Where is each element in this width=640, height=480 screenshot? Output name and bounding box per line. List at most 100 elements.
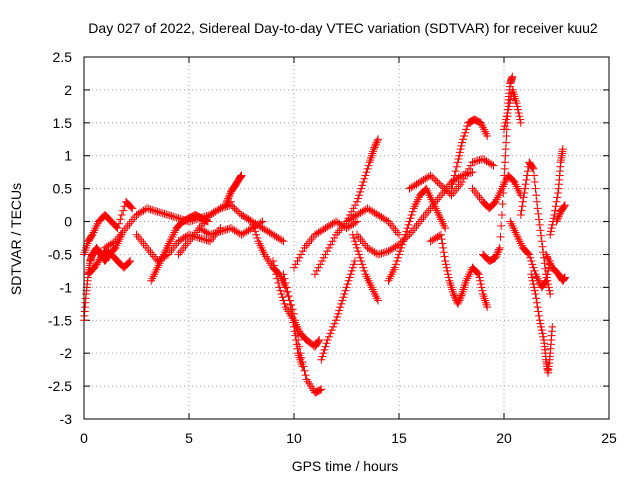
data-point — [183, 239, 192, 248]
data-point — [350, 237, 359, 246]
data-point — [256, 218, 265, 227]
data-point — [448, 180, 457, 189]
data-point — [473, 191, 482, 200]
data-point — [409, 226, 417, 235]
data-point — [293, 257, 302, 266]
data-point — [529, 263, 538, 272]
data-point — [317, 385, 326, 394]
data-point — [290, 263, 298, 272]
x-tick-label: 5 — [185, 430, 193, 446]
data-point — [468, 158, 477, 167]
series-sat-track-16 — [342, 135, 382, 226]
data-point — [544, 280, 553, 289]
data-point — [388, 221, 396, 230]
data-point — [532, 191, 541, 200]
y-tick-label: 2 — [64, 82, 72, 98]
data-point — [452, 162, 461, 171]
data-point — [356, 187, 365, 196]
data-point — [132, 230, 141, 239]
data-point — [146, 248, 155, 257]
data-point — [456, 145, 465, 154]
data-point — [438, 239, 447, 248]
data-point — [396, 247, 405, 256]
data-point — [480, 294, 489, 303]
data-point — [548, 220, 557, 229]
data-point — [493, 248, 502, 257]
series-sat-track-15 — [317, 257, 359, 364]
data-point — [373, 136, 382, 145]
series-sat-track-12 — [279, 270, 307, 371]
data-point — [451, 167, 460, 176]
data-point — [358, 181, 367, 190]
data-point — [318, 352, 327, 361]
data-point — [494, 247, 503, 256]
data-point — [533, 204, 542, 213]
data-point — [525, 250, 534, 259]
data-point — [458, 138, 466, 147]
data-point — [513, 102, 522, 111]
data-point — [237, 171, 246, 180]
data-point — [528, 260, 537, 269]
data-point — [360, 239, 368, 248]
data-point — [381, 248, 389, 257]
data-point — [368, 149, 377, 158]
data-point — [431, 176, 440, 185]
data-point — [496, 232, 505, 241]
data-point — [128, 204, 137, 213]
data-point — [288, 314, 297, 323]
data-point — [276, 286, 285, 295]
data-point — [433, 178, 442, 187]
data-point — [449, 289, 458, 298]
data-point — [349, 204, 358, 213]
data-point — [278, 293, 287, 302]
data-point — [314, 337, 323, 346]
data-point — [552, 197, 561, 206]
data-point — [448, 285, 457, 294]
data-point — [558, 145, 567, 154]
data-point — [137, 237, 146, 246]
data-point — [220, 226, 228, 235]
data-point — [454, 298, 463, 307]
data-point — [460, 283, 469, 292]
data-point — [307, 235, 316, 244]
data-point — [391, 260, 400, 269]
data-point — [439, 243, 448, 252]
data-point — [530, 171, 539, 180]
data-point — [406, 214, 415, 223]
data-point — [176, 248, 185, 257]
data-point — [393, 228, 402, 237]
data-point — [399, 237, 408, 246]
data-point — [444, 270, 452, 279]
data-point — [414, 219, 423, 228]
data-point — [474, 270, 483, 279]
data-point — [179, 243, 188, 252]
data-point — [529, 280, 538, 289]
data-point — [450, 171, 459, 180]
data-point — [472, 157, 480, 166]
data-point — [535, 311, 543, 320]
data-point — [521, 184, 529, 193]
data-point — [407, 210, 416, 219]
data-point — [342, 283, 351, 292]
data-point — [554, 212, 563, 221]
data-point — [345, 273, 354, 282]
data-point — [553, 215, 562, 224]
data-point — [80, 248, 89, 257]
data-point — [164, 210, 172, 219]
data-point — [136, 235, 144, 244]
data-point — [197, 234, 206, 243]
data-point — [109, 238, 118, 247]
data-point — [441, 257, 450, 266]
series-sat-track-31 — [552, 201, 569, 226]
data-point — [355, 250, 364, 259]
data-point — [146, 205, 155, 214]
data-point — [292, 336, 301, 345]
plot-frame — [83, 56, 610, 420]
data-point — [292, 340, 301, 349]
data-point — [542, 270, 550, 279]
data-point — [143, 204, 151, 213]
data-point — [419, 213, 428, 222]
data-point — [533, 303, 542, 312]
data-point — [348, 263, 357, 272]
y-tick-label: -1.5 — [48, 312, 72, 328]
